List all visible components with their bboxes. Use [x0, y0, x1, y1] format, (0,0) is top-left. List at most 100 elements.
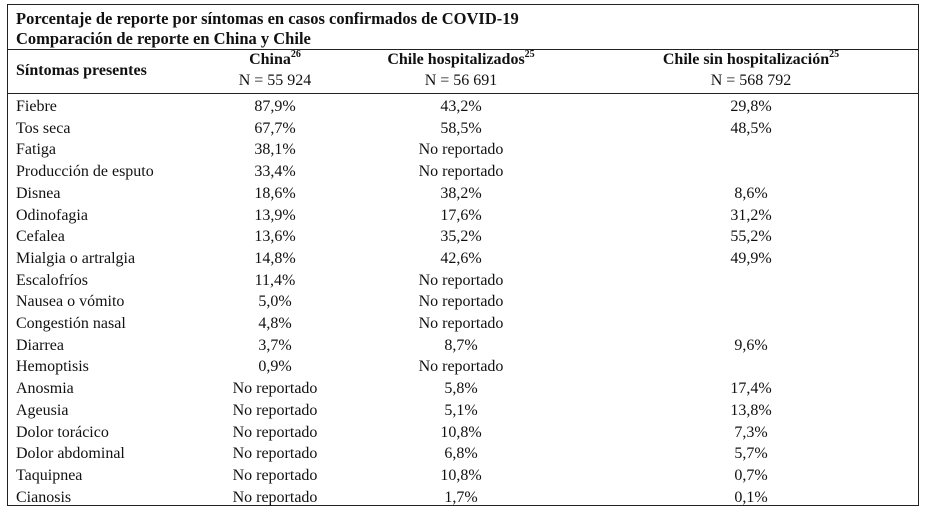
cell-china: 13,6%	[254, 228, 296, 246]
cell-symptom: Producción de esputo	[16, 163, 154, 181]
header-symptoms: Síntomas presentes	[16, 62, 147, 79]
table-row: Taquipnea No reportado 10,8% 0,7%	[8, 465, 918, 487]
cell-symptom: Cianosis	[16, 488, 72, 506]
cell-chile-nohosp: 49,9%	[730, 249, 772, 267]
cell-symptom: Dolor abdominal	[16, 445, 125, 463]
table-row: Cianosis No reportado 1,7% 0,1%	[8, 487, 918, 509]
cell-china: 3,7%	[258, 336, 292, 354]
header-chile-nohosp-n: N = 568 792	[710, 72, 792, 89]
cell-chile-hosp: 1,7%	[444, 488, 478, 506]
table-row: Fatiga 38,1% No reportado	[8, 139, 918, 161]
cell-chile-hosp: No reportado	[418, 271, 504, 289]
cell-chile-hosp: No reportado	[418, 293, 504, 311]
cell-china: 38,1%	[254, 141, 296, 159]
header-divider	[8, 93, 918, 94]
table-row: Dolor torácico No reportado 10,8% 7,3%	[8, 422, 918, 444]
cell-chile-hosp: No reportado	[418, 163, 504, 181]
cell-china: No reportado	[232, 488, 318, 506]
header-china-n: N = 55 924	[238, 72, 312, 89]
table-row: Escalofríos 11,4% No reportado	[8, 270, 918, 292]
table-row: Tos seca 67,7% 58,5% 48,5%	[8, 118, 918, 140]
cell-china: 0,9%	[258, 358, 292, 376]
title-divider	[8, 49, 918, 50]
header-chile-nohosp-ref: 25	[829, 48, 840, 60]
cell-symptom: Mialgia o artralgia	[16, 249, 136, 267]
cell-chile-hosp: 17,6%	[440, 206, 482, 224]
cell-chile-nohosp: 0,1%	[734, 488, 768, 506]
header-chile-nohosp-label: Chile sin hospitalización	[662, 51, 830, 68]
cell-symptom: Tos seca	[16, 119, 71, 137]
table-row: Mialgia o artralgia 14,8% 42,6% 49,9%	[8, 248, 918, 270]
table-row: Ageusia No reportado 5,1% 13,8%	[8, 400, 918, 422]
cell-chile-nohosp: 29,8%	[730, 98, 772, 115]
table-row: Diarrea 3,7% 8,7% 9,6%	[8, 335, 918, 357]
header-chile-hosp-n: N = 56 691	[424, 72, 498, 89]
table-row: Anosmia No reportado 5,8% 17,4%	[8, 378, 918, 400]
cell-china: 18,6%	[254, 184, 296, 202]
cell-china: 4,8%	[258, 315, 292, 332]
cell-symptom: Ageusia	[16, 401, 69, 419]
cell-china: No reportado	[232, 401, 318, 419]
cell-chile-hosp: No reportado	[418, 358, 504, 376]
cell-china: No reportado	[232, 445, 318, 463]
cell-symptom: Congestión nasal	[16, 315, 126, 332]
cell-symptom: Taquipnea	[16, 466, 83, 484]
cell-chile-hosp: 6,8%	[444, 445, 478, 463]
cell-china: 87,9%	[254, 98, 296, 115]
table-row: Nausea o vómito 5,0% No reportado	[8, 291, 918, 313]
cell-china: 5,0%	[258, 293, 292, 311]
cell-china: 11,4%	[254, 271, 296, 289]
cell-symptom: Odinofagia	[16, 206, 88, 224]
cell-chile-hosp: No reportado	[418, 141, 504, 159]
cell-china: 67,7%	[254, 119, 296, 137]
table-row: Dolor abdominal No reportado 6,8% 5,7%	[8, 443, 918, 465]
header-chile-nohosp: Chile sin hospitalización25	[641, 48, 861, 70]
table-row: Odinofagia 13,9% 17,6% 31,2%	[8, 205, 918, 227]
cell-china: 13,9%	[254, 206, 296, 224]
cell-chile-nohosp: 31,2%	[730, 206, 772, 224]
header-chile-hosp: Chile hospitalizados25	[366, 48, 556, 70]
cell-symptom: Escalofríos	[16, 271, 88, 289]
cell-symptom: Hemoptisis	[16, 358, 89, 376]
cell-chile-nohosp: 7,3%	[734, 423, 768, 441]
table-row: Disnea 18,6% 38,2% 8,6%	[8, 183, 918, 205]
cell-symptom: Fiebre	[16, 98, 57, 115]
cell-chile-nohosp: 55,2%	[730, 228, 772, 246]
cell-china: 14,8%	[254, 249, 296, 267]
cell-symptom: Cefalea	[16, 228, 65, 246]
cell-chile-hosp: 8,7%	[444, 336, 478, 354]
header-china: China26	[213, 48, 337, 70]
cell-chile-nohosp: 8,6%	[734, 184, 768, 202]
cell-chile-hosp: 42,6%	[440, 249, 482, 267]
cell-chile-nohosp: 0,7%	[734, 466, 768, 484]
cell-symptom: Anosmia	[16, 380, 74, 398]
cell-chile-hosp: 5,1%	[444, 401, 478, 419]
cell-symptom: Disnea	[16, 184, 61, 202]
table-row: Fiebre 87,9% 43,2% 29,8%	[8, 96, 918, 118]
cell-symptom: Fatiga	[16, 141, 56, 159]
cell-symptom: Dolor torácico	[16, 423, 109, 441]
cell-chile-hosp: 58,5%	[440, 119, 482, 137]
table-row: Congestión nasal 4,8% No reportado	[8, 313, 918, 335]
cell-chile-hosp: No reportado	[418, 315, 504, 332]
cell-chile-nohosp: 13,8%	[730, 401, 772, 419]
table-row: Producción de esputo 33,4% No reportado	[8, 161, 918, 183]
cell-china: No reportado	[232, 423, 318, 441]
header-china-ref: 26	[290, 48, 301, 60]
cell-china: No reportado	[232, 380, 318, 398]
cell-chile-nohosp: 5,7%	[734, 445, 768, 463]
cell-chile-nohosp: 17,4%	[730, 380, 772, 398]
cell-chile-hosp: 10,8%	[440, 466, 482, 484]
header-chile-hosp-ref: 25	[524, 48, 535, 60]
cell-chile-hosp: 5,8%	[444, 380, 478, 398]
cell-symptom: Nausea o vómito	[16, 293, 125, 311]
table-subtitle: Comparación de reporte en China y Chile	[16, 29, 311, 48]
table-row: Hemoptisis 0,9% No reportado	[8, 356, 918, 378]
cell-chile-hosp: 10,8%	[440, 423, 482, 441]
header-china-label: China	[249, 51, 291, 68]
table-row: Cefalea 13,6% 35,2% 55,2%	[8, 226, 918, 248]
table-title: Porcentaje de reporte por síntomas en ca…	[16, 9, 519, 28]
cell-chile-nohosp: 48,5%	[730, 119, 772, 137]
cell-china: No reportado	[232, 466, 318, 484]
symptoms-table: Porcentaje de reporte por síntomas en ca…	[7, 4, 919, 506]
